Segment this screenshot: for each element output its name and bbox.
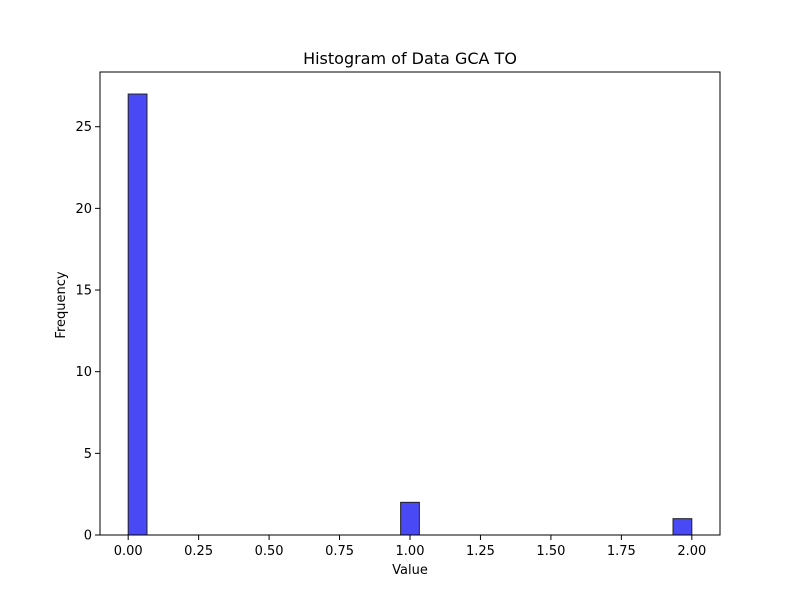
x-tick-label: 1.50 <box>536 544 565 559</box>
y-tick-label: 20 <box>75 202 92 217</box>
x-tick-label: 0.75 <box>325 544 354 559</box>
histogram-bar <box>400 501 420 536</box>
plot-area: 0.00 0.25 0.50 0.75 1.00 1.25 1.50 1.75 2.00 0 5 10… <box>75 71 721 559</box>
x-tick-label: 1.75 <box>607 544 636 559</box>
x-axis-label: Value <box>392 563 428 578</box>
y-tick-label: 10 <box>75 365 92 380</box>
x-tick-label: 1.00 <box>396 544 425 559</box>
y-tick-label: 5 <box>84 447 92 462</box>
histogram-bar <box>127 93 148 536</box>
chart-title: Histogram of Data GCA TO <box>303 49 517 68</box>
histogram-bar <box>672 518 693 536</box>
x-tick-label: 0.25 <box>184 544 213 559</box>
x-tick-label: 2.00 <box>677 544 706 559</box>
x-tick-label: 0.00 <box>114 544 143 559</box>
y-tick-label: 0 <box>84 529 92 544</box>
x-tick-label: 0.50 <box>255 544 284 559</box>
y-tick-label: 25 <box>75 120 92 135</box>
y-axis-label: Frequency <box>54 271 69 338</box>
plot-frame <box>99 71 721 536</box>
y-tick-label: 15 <box>75 284 92 299</box>
x-tick-label: 1.25 <box>466 544 495 559</box>
